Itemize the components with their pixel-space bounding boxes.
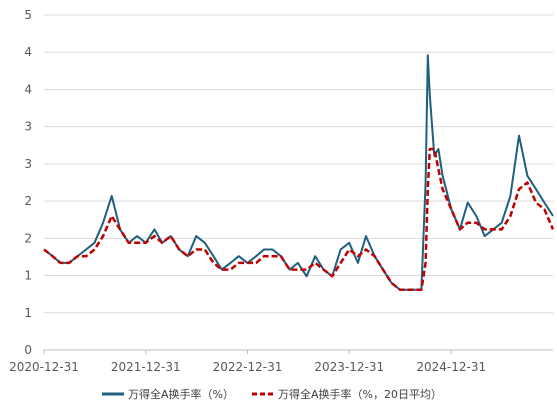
y-tick-label: 5 [24,8,32,22]
y-tick-label: 2 [24,231,32,245]
x-tick-label: 2020-12-31 [9,360,79,374]
x-axis: 2020-12-31 2021-12-31 2022-12-31 2023-12-31… [9,349,553,374]
series-line-turnover-ma20 [43,147,555,291]
legend-label-turnover-ma20: 万得全A换手率（%，20日平均） [278,387,442,401]
x-tick-label: 2024-12-31 [416,360,486,374]
x-tick-label: 2022-12-31 [213,360,283,374]
legend: 万得全A换手率（%） 万得全A换手率（%，20日平均） [102,387,442,401]
y-tick-label: 1 [24,269,32,283]
y-tick-label: 3 [24,157,32,171]
grid [44,14,553,351]
y-tick-label: 4 [24,82,32,96]
y-tick-label: 1 [24,306,32,320]
series-line-turnover [43,54,554,291]
y-tick-label: 0 [24,343,32,357]
series-layer [43,54,555,291]
y-tick-label: 4 [24,45,32,59]
y-tick-label: 2 [24,194,32,208]
x-tick-label: 2021-12-31 [111,360,181,374]
legend-label-turnover: 万得全A换手率（%） [128,387,234,401]
y-tick-label: 3 [24,120,32,134]
y-axis: 0 1 1 2 2 3 3 4 4 5 [24,8,32,357]
x-tick-label: 2023-12-31 [314,360,384,374]
